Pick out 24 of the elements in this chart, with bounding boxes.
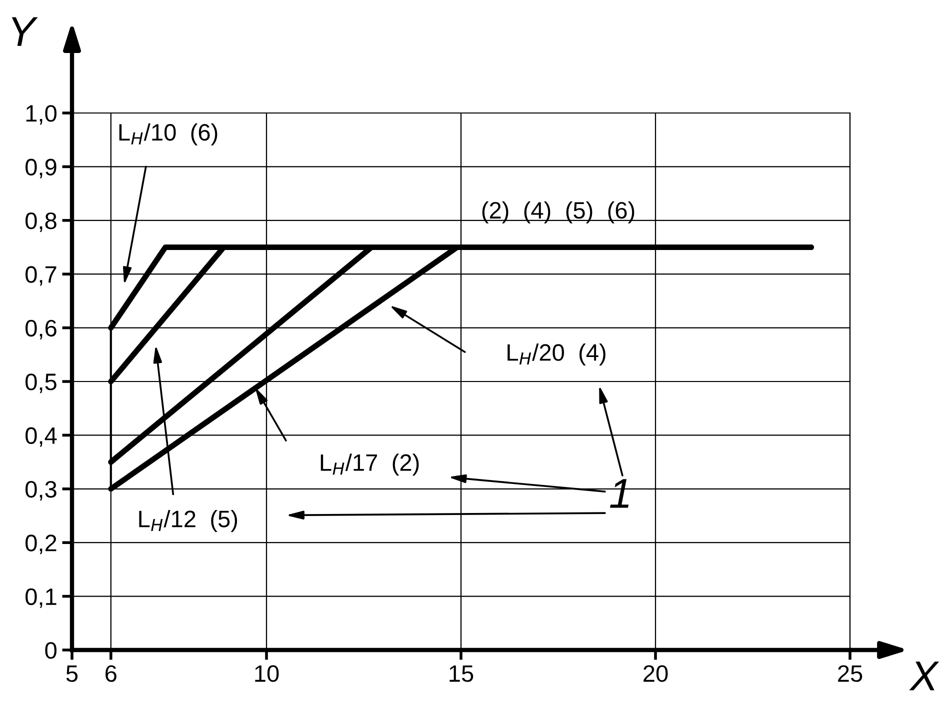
- y-tick-label: 0,3: [26, 480, 56, 500]
- y-tick-label: 1,0: [26, 105, 56, 125]
- y-tick-label: 0,7: [26, 266, 56, 286]
- y-tick-label: 0,2: [26, 534, 56, 554]
- x-tick-label: 10: [255, 665, 279, 682]
- y-tick-label: 0,1: [26, 588, 56, 608]
- y-tick-label: 0: [45, 642, 56, 659]
- x-tick-label: 15: [450, 665, 474, 682]
- x-axis-title: X: [909, 662, 940, 690]
- x-tick-label: 6: [106, 665, 116, 682]
- annotation: L$_{H}$/20 (4): [508, 344, 606, 366]
- x-tick-label: 20: [644, 665, 668, 682]
- y-axis-title: Y: [12, 17, 38, 46]
- annotation: L$_{H}$/12 (5): [139, 510, 238, 532]
- y-tick-label: 0,9: [26, 158, 56, 178]
- annotation: (2) (4) (5) (6): [482, 201, 634, 224]
- x-tick-label: 25: [838, 665, 862, 682]
- x-tick-label: 5: [66, 665, 78, 682]
- y-tick-label: 0,8: [26, 212, 56, 232]
- annotation: L$_{H}$/10 (6): [119, 123, 218, 146]
- y-tick-label: 0,6: [26, 320, 56, 340]
- y-tick-label: 0,4: [26, 427, 57, 447]
- annotation: L$_{H}$/17 (2): [320, 454, 419, 476]
- y-tick-label: 0,5: [26, 374, 56, 394]
